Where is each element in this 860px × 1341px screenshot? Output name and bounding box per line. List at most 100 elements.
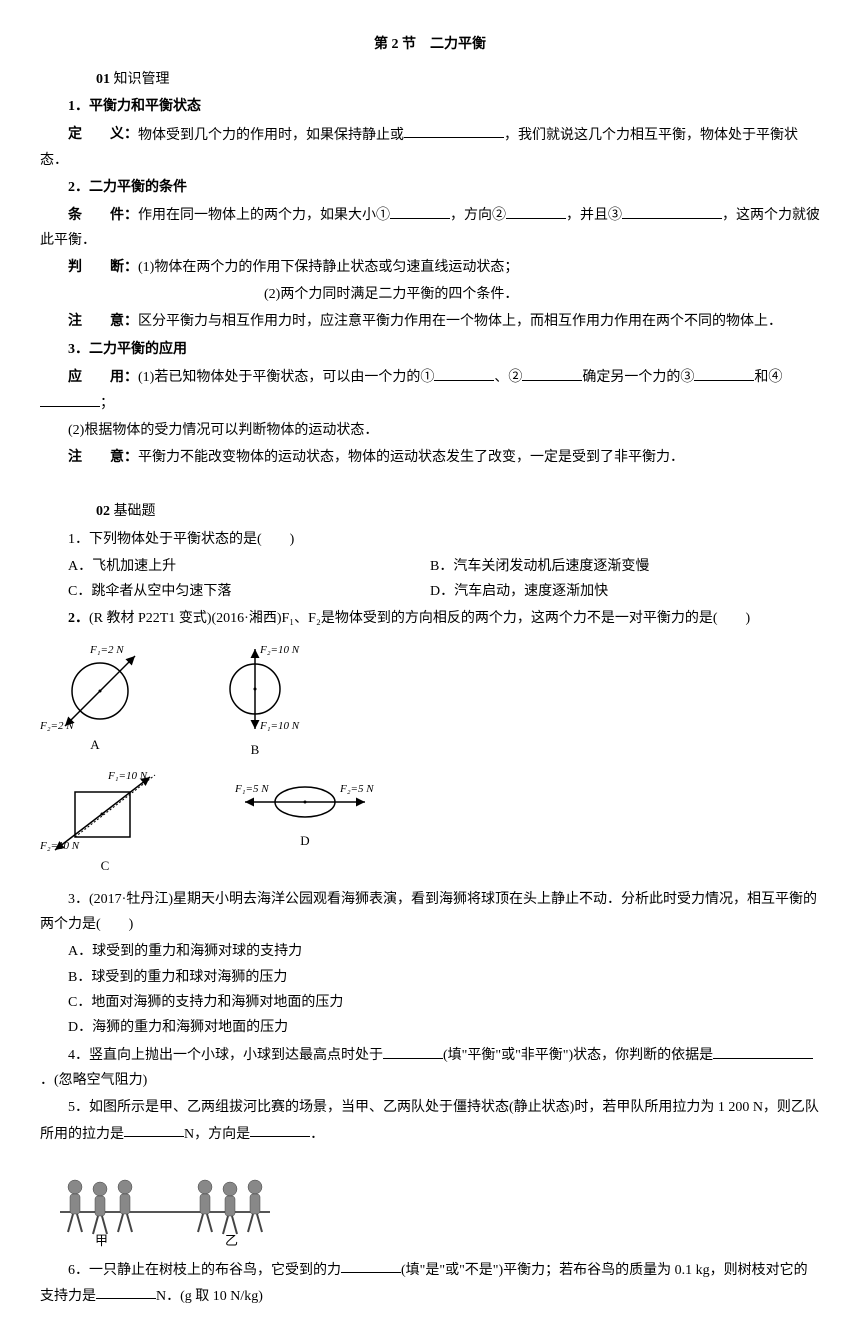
- q1-optD: D．汽车启动，速度逐渐加快: [430, 579, 820, 604]
- item3-app2: (2)根据物体的受力情况可以判断物体的运动状态．: [40, 418, 820, 443]
- blank: [522, 364, 582, 381]
- app-a: (1)若已知物体处于平衡状态，可以由一个力的①: [138, 370, 434, 385]
- svg-text:F₁=10 N: F₁=10 N: [107, 770, 148, 782]
- q5-c: ．: [310, 1126, 324, 1141]
- blank: [506, 202, 566, 219]
- cond-c: ，并且③: [566, 208, 622, 223]
- tug-of-war-image: 甲 乙: [40, 1157, 290, 1247]
- blank: [404, 122, 504, 139]
- note-label: 注 意：: [68, 314, 138, 329]
- svg-text:乙: 乙: [225, 1233, 238, 1247]
- item2-note: 注 意：区分平衡力与相互作用力时，应注意平衡力作用在一个物体上，而相互作用力作用…: [40, 309, 820, 334]
- blank: [622, 202, 722, 219]
- item1-def: 定 义：物体受到几个力的作用时，如果保持静止或，我们就说这几个力相互平衡，物体处…: [40, 122, 820, 173]
- app-label: 应 用：: [68, 370, 138, 385]
- q3-stem-p: 3．(2017·牡丹江)星期天小明去海洋公园观看海狮表演，看到海狮将球顶在头上静…: [40, 887, 820, 937]
- blank: [124, 1121, 184, 1138]
- def-text-a: 物体受到几个力的作用时，如果保持静止或: [138, 127, 404, 142]
- item2-judge: 判 断：(1)物体在两个力的作用下保持静止状态或匀速直线运动状态；: [40, 255, 820, 280]
- q2-text: (R 教材 P22T1 变式)(2016·湘西)F₁、F₂是物体受到的方向相反的…: [89, 611, 750, 626]
- q1-stem: 1．下列物体处于平衡状态的是( ): [40, 527, 820, 552]
- diagram-D: F₁=5 N F₂=5 N D: [230, 767, 380, 877]
- blank: [383, 1042, 443, 1059]
- diagram-B: F₂=10 N F₁=10 N B: [210, 641, 300, 761]
- app-d: 和④: [754, 370, 782, 385]
- item3-app: 应 用：(1)若已知物体处于平衡状态，可以由一个力的① 、② 确定另一个力的③ 和④ ；: [40, 364, 820, 416]
- ellipse-diagram-icon: F₁=5 N F₂=5 N: [230, 767, 380, 827]
- section-num: 01: [68, 67, 110, 92]
- cond-a: 作用在同一物体上的两个力，如果大小①: [138, 208, 390, 223]
- item3-note: 注 意：平衡力不能改变物体的运动状态，物体的运动状态发生了改变，一定是受到了非平…: [40, 445, 820, 470]
- note-text: 区分平衡力与相互作用力时，应注意平衡力作用在一个物体上，而相互作用力作用在两个不…: [138, 314, 782, 329]
- q1-optC: C．跳伞者从空中匀速下落: [40, 579, 430, 604]
- q4-a: 4．竖直向上抛出一个小球，小球到达最高点时处于: [68, 1048, 383, 1063]
- item2-judge2: (2)两个力同时满足二力平衡的四个条件．: [40, 282, 820, 307]
- diagram-label: B: [251, 738, 260, 761]
- judge-label: 判 断：: [68, 260, 138, 275]
- page-title: 第 2 节 二力平衡: [40, 32, 820, 57]
- blank: [96, 1283, 156, 1300]
- q3-optC: C．地面对海狮的支持力和海狮对地面的压力: [40, 990, 820, 1015]
- q6-a: 6．一只静止在树枝上的布谷鸟，它受到的力: [68, 1262, 341, 1277]
- section-02-header: 02 基础题: [40, 499, 820, 524]
- q3-optD: D．海狮的重力和海狮对地面的压力: [40, 1015, 820, 1040]
- cond-label: 条 件：: [68, 208, 138, 223]
- svg-text:F₂=10 N: F₂=10 N: [259, 644, 300, 656]
- section-title: 知识管理: [114, 72, 170, 87]
- blank: [434, 364, 494, 381]
- blank: [250, 1121, 310, 1138]
- blank: [713, 1042, 813, 1059]
- diagram-A: F₁=2 N F₂=2 N A: [40, 641, 150, 761]
- q1-options-row2: C．跳伞者从空中匀速下落 D．汽车启动，速度逐渐加快: [40, 579, 820, 604]
- svg-text:甲: 甲: [95, 1233, 108, 1247]
- q6-c: N．(g 取 10 N/kg): [156, 1288, 263, 1303]
- svg-text:F₂=2 N: F₂=2 N: [40, 720, 74, 731]
- blank: [341, 1257, 401, 1274]
- diagram-label: A: [90, 733, 99, 756]
- svg-text:F₂=5 N: F₂=5 N: [339, 783, 374, 795]
- q1-options-row1: A．飞机加速上升 B．汽车关闭发动机后速度逐渐变慢: [40, 554, 820, 579]
- q2-diagrams: F₁=2 N F₂=2 N A F₂=10 N F₁=10 N B: [40, 641, 820, 877]
- q1-optA: A．飞机加速上升: [40, 554, 430, 579]
- diagram-C: F₁=10 N F₂=10 N C: [40, 767, 170, 877]
- def-label: 定 义：: [68, 127, 138, 142]
- q5-b: N，方向是: [184, 1126, 250, 1141]
- app-c: 确定另一个力的③: [582, 370, 694, 385]
- diagram-label: C: [101, 854, 110, 877]
- item2-heading: 2．二力平衡的条件: [40, 175, 820, 200]
- diagram-label: D: [300, 829, 309, 852]
- q1-optB: B．汽车关闭发动机后速度逐渐变慢: [430, 554, 820, 579]
- svg-text:F₁=2 N: F₁=2 N: [89, 644, 124, 656]
- section-01-header: 01 知识管理: [40, 67, 820, 92]
- q4-b: (填"平衡"或"非平衡")状态，你判断的依据是: [443, 1048, 713, 1063]
- blank: [694, 364, 754, 381]
- q2-num: 2．: [68, 611, 89, 626]
- item2-cond: 条 件：作用在同一物体上的两个力，如果大小①，方向②，并且③，这两个力就彼此平衡…: [40, 202, 820, 253]
- app-e: ；: [100, 396, 114, 411]
- svg-text:F₂=10 N: F₂=10 N: [40, 840, 80, 852]
- tug-of-war-icon: 甲 乙: [40, 1157, 290, 1247]
- note-text: 平衡力不能改变物体的运动状态，物体的运动状态发生了改变，一定是受到了非平衡力．: [138, 450, 684, 465]
- section-title: 基础题: [114, 504, 156, 519]
- section-num: 02: [68, 499, 110, 524]
- q3-optB: B．球受到的重力和球对海狮的压力: [40, 965, 820, 990]
- blank: [40, 390, 100, 407]
- judge-1: (1)物体在两个力的作用下保持静止状态或匀速直线运动状态；: [138, 260, 518, 275]
- q6: 6．一只静止在树枝上的布谷鸟，它受到的力(填"是"或"不是")平衡力；若布谷鸟的…: [40, 1257, 820, 1309]
- item3-heading: 3．二力平衡的应用: [40, 337, 820, 362]
- svg-text:F₁=5 N: F₁=5 N: [234, 783, 269, 795]
- cond-b: ，方向②: [450, 208, 506, 223]
- item1-heading: 1．平衡力和平衡状态: [40, 94, 820, 119]
- svg-text:F₁=10 N: F₁=10 N: [259, 720, 300, 732]
- app-b: 、②: [494, 370, 522, 385]
- circle-diagram-icon: F₁=2 N F₂=2 N: [40, 641, 150, 731]
- circle-diagram-icon: F₂=10 N F₁=10 N: [210, 641, 300, 736]
- q5: 5．如图所示是甲、乙两组拔河比赛的场景，当甲、乙两队处于僵持状态(静止状态)时，…: [40, 1095, 820, 1146]
- q3-optA: A．球受到的重力和海狮对球的支持力: [40, 939, 820, 964]
- q2-stem: 2．(R 教材 P22T1 变式)(2016·湘西)F₁、F₂是物体受到的方向相…: [40, 606, 820, 631]
- q4-c: ．(忽略空气阻力): [40, 1073, 147, 1088]
- q4: 4．竖直向上抛出一个小球，小球到达最高点时处于 (填"平衡"或"非平衡")状态，你…: [40, 1042, 820, 1093]
- blank: [390, 202, 450, 219]
- note-label: 注 意：: [68, 450, 138, 465]
- square-diagram-icon: F₁=10 N F₂=10 N: [40, 767, 170, 852]
